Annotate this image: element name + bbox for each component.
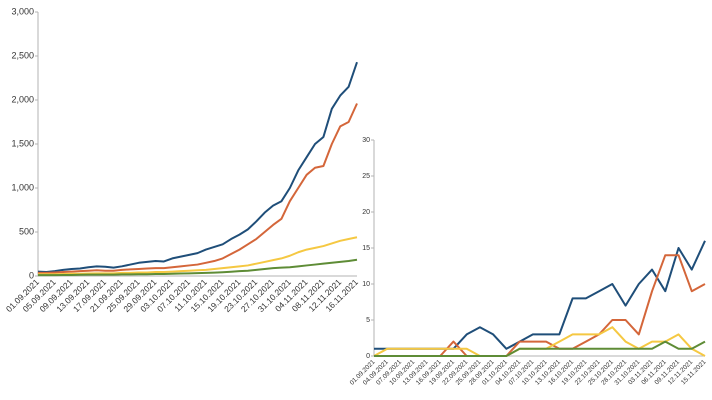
- y-tick-label: 0: [29, 270, 34, 280]
- y-tick-label: 2,000: [11, 94, 34, 104]
- series-line: [37, 61, 358, 274]
- y-tick-label: 25: [362, 173, 370, 180]
- y-tick-label: 30: [362, 137, 370, 144]
- y-tick-label: 3,000: [11, 6, 34, 16]
- series-line: [38, 236, 358, 276]
- y-tick-label: 20: [362, 209, 370, 216]
- y-tick-label: 1,000: [11, 182, 34, 192]
- series-line: [38, 258, 358, 277]
- series-line: [374, 240, 706, 350]
- y-tick-label: 500: [19, 226, 34, 236]
- series-line: [374, 340, 706, 357]
- y-tick-label: 15: [362, 245, 370, 252]
- y-tick-label: 1,500: [11, 138, 34, 148]
- y-tick-label: 10: [362, 281, 370, 288]
- y-tick-label: 0: [366, 353, 370, 360]
- y-tick-label: 2,500: [11, 50, 34, 60]
- series-line: [38, 103, 358, 274]
- y-tick-label: 5: [366, 317, 370, 324]
